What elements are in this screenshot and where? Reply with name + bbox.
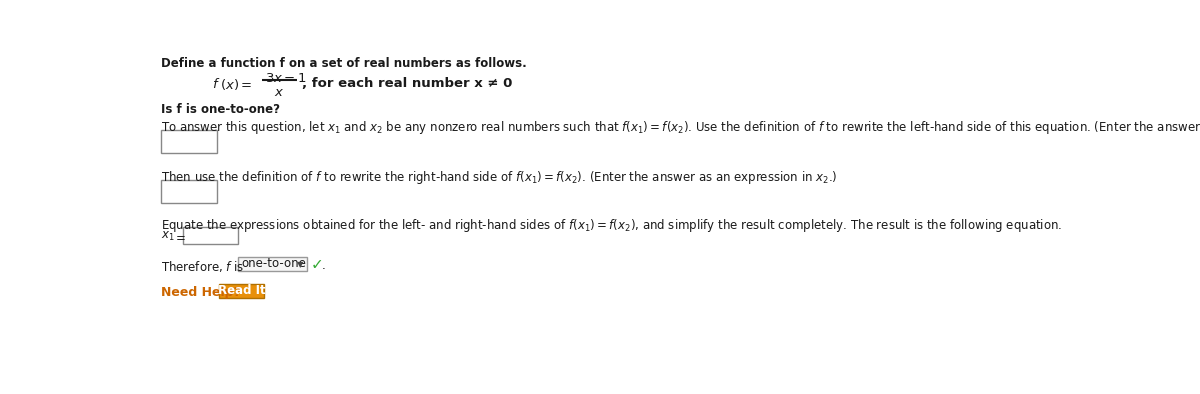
Text: Define a function f on a set of real numbers as follows.: Define a function f on a set of real num… (161, 57, 527, 70)
FancyBboxPatch shape (161, 130, 217, 153)
Text: Is f is one-to-one?: Is f is one-to-one? (161, 103, 280, 116)
Text: Read It: Read It (217, 284, 265, 297)
Text: ▼: ▼ (298, 260, 304, 269)
Text: $x$: $x$ (274, 86, 284, 99)
FancyBboxPatch shape (161, 180, 217, 203)
FancyBboxPatch shape (239, 258, 306, 271)
Text: Then use the definition of $f$ to rewrite the right-hand side of $f(x_1) = f(x_2: Then use the definition of $f$ to rewrit… (161, 169, 838, 186)
Text: $x_1$: $x_1$ (161, 230, 175, 243)
Text: .: . (322, 259, 326, 272)
Text: one-to-one: one-to-one (241, 258, 306, 271)
Text: Need Help?: Need Help? (161, 286, 241, 299)
Text: , for each real number x ≠ 0: , for each real number x ≠ 0 (302, 76, 512, 89)
Text: Therefore, $f$ is: Therefore, $f$ is (161, 259, 245, 274)
Text: Equate the expressions obtained for the left- and right-hand sides of $f(x_1) = : Equate the expressions obtained for the … (161, 217, 1062, 234)
Text: $3x - 1$: $3x - 1$ (265, 72, 306, 85)
Text: ✓: ✓ (311, 257, 324, 272)
FancyBboxPatch shape (218, 284, 264, 297)
FancyBboxPatch shape (182, 227, 239, 243)
Text: $\it{f}$: $\it{f}$ (212, 76, 221, 91)
Text: To answer this question, let $x_1$ and $x_2$ be any nonzero real numbers such th: To answer this question, let $x_1$ and $… (161, 119, 1200, 136)
Text: $=$: $=$ (173, 230, 186, 243)
Text: $(x) =$: $(x) =$ (220, 76, 252, 91)
